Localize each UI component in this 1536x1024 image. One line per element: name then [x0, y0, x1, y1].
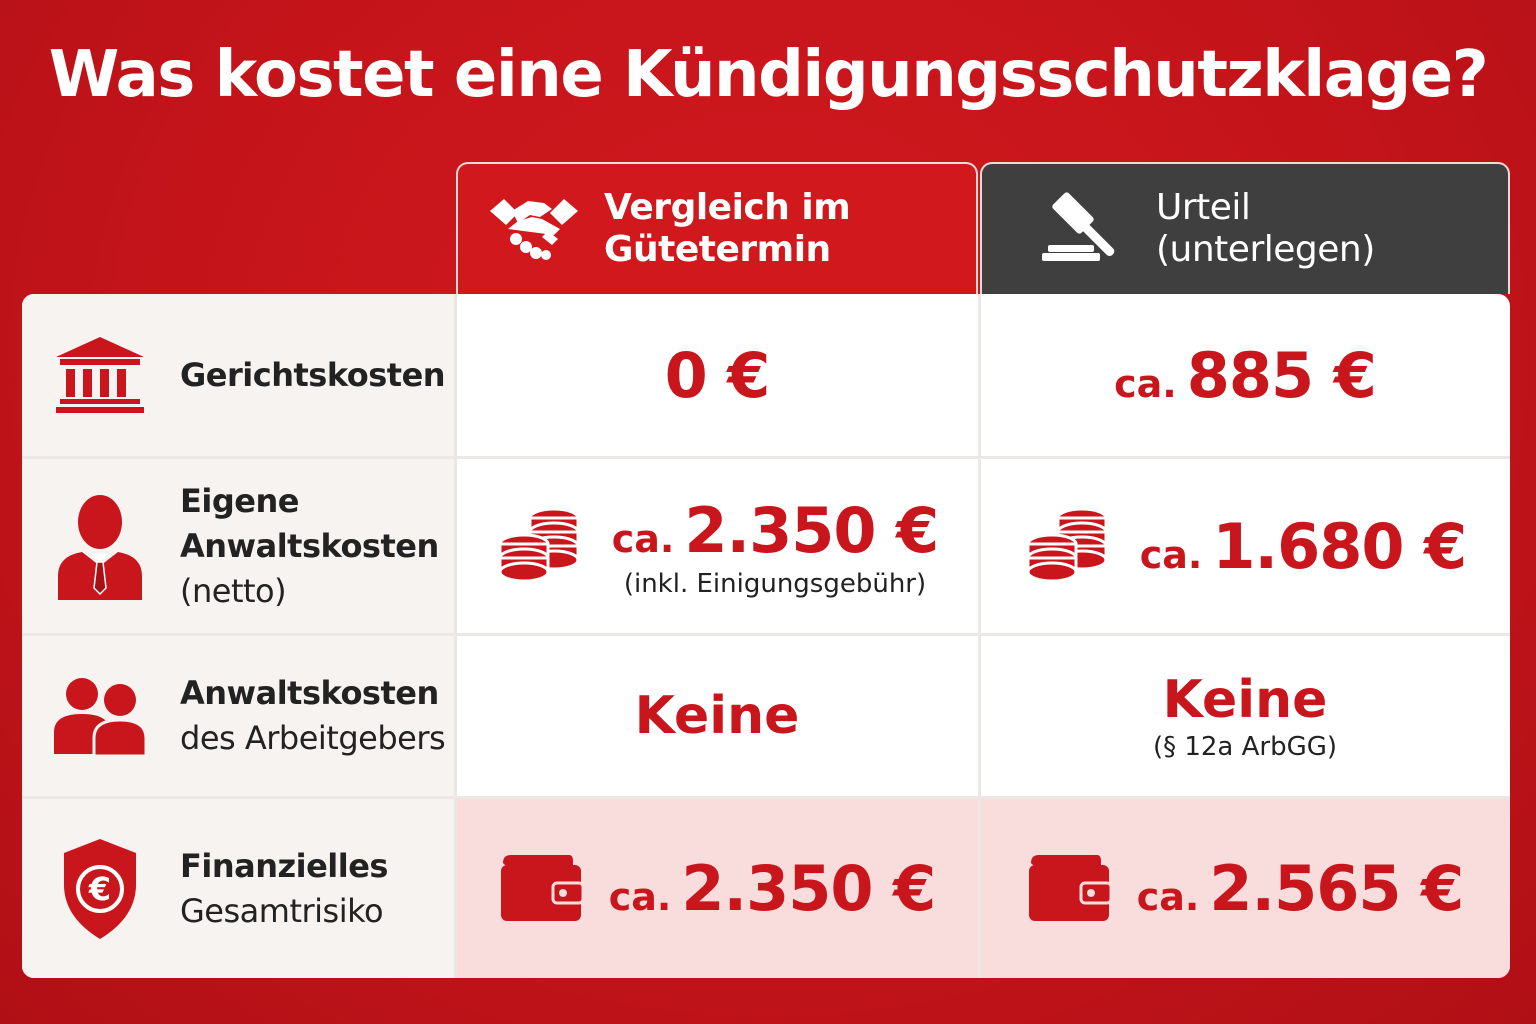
column-title-line2: Gütetermin [604, 229, 831, 270]
courthouse-icon [50, 337, 150, 413]
label-line: Eigene [180, 481, 299, 520]
cell-arbeitgeber-vergleich: Keine [456, 636, 978, 796]
row-label-text: Eigene Anwaltskosten (netto) [180, 479, 439, 614]
label-line: Anwaltskosten [180, 526, 439, 565]
people-icon [50, 676, 150, 756]
cost-value: 885 € [1186, 338, 1377, 412]
row-label-text: Anwaltskosten des Arbeitgebers [180, 671, 446, 761]
row-divider [22, 796, 1510, 799]
coins-icon [496, 504, 582, 588]
label-line: Finanzielles [180, 846, 388, 885]
column-title-vergleich: Vergleich im Gütetermin [604, 187, 851, 271]
wallet-icon [1027, 851, 1113, 927]
row-label-gerichtskosten: Gerichtskosten [22, 294, 456, 456]
cell-anwaltskosten-urteil: ca. 1.680 € [980, 459, 1510, 633]
page-title: Was kostet eine Kündigungsschutzklage? [48, 38, 1489, 112]
row-divider [22, 456, 1510, 459]
cost-table: Gerichtskosten 0 € ca. 885 € Eigene Anwa… [22, 294, 1510, 978]
cost-value: 2.350 € [681, 852, 936, 925]
row-divider [22, 633, 1510, 636]
column-header-urteil: Urteil (unterlegen) [980, 162, 1510, 294]
cost-note: (§ 12a ArbGG) [1152, 732, 1338, 762]
coins-icon [1024, 504, 1110, 588]
svg-text:€: € [88, 870, 111, 908]
column-header-vergleich: Vergleich im Gütetermin [456, 162, 978, 294]
label-line: des Arbeitgebers [180, 719, 446, 757]
handshake-icon [488, 189, 580, 269]
cost-prefix: ca. [611, 516, 675, 561]
cell-gerichtskosten-vergleich: 0 € [456, 294, 978, 456]
cost-prefix: ca. [1139, 532, 1203, 577]
cost-note: (inkl. Einigungsgebühr) [623, 568, 927, 599]
cost-value: 2.350 € [684, 493, 939, 567]
label-line: (netto) [180, 571, 287, 610]
cost-value: 2.565 € [1209, 852, 1464, 925]
row-label-gesamtrisiko: € Finanzielles Gesamtrisiko [22, 799, 456, 978]
cell-gerichtskosten-urteil: ca. 885 € [980, 294, 1510, 456]
column-divider [978, 294, 981, 978]
column-title-line1: Vergleich im [604, 187, 851, 228]
column-title-line1: Urteil [1156, 187, 1251, 228]
cell-gesamtrisiko-vergleich: ca. 2.350 € [456, 799, 978, 978]
cost-value: 0 € [664, 338, 771, 412]
cost-prefix: ca. [608, 875, 672, 919]
cost-value: Keine [634, 686, 800, 746]
column-title-line2: (unterlegen) [1156, 229, 1375, 270]
gavel-icon [1040, 189, 1132, 269]
lawyer-icon [50, 492, 150, 600]
column-divider [454, 294, 457, 978]
cost-value: 1.680 € [1212, 509, 1467, 583]
row-label-eigene-anwaltskosten: Eigene Anwaltskosten (netto) [22, 459, 456, 633]
cost-prefix: ca. [1114, 361, 1177, 406]
row-label-text: Gerichtskosten [180, 355, 446, 394]
cost-prefix: ca. [1136, 875, 1200, 919]
row-label-text: Finanzielles Gesamtrisiko [180, 844, 388, 934]
wallet-icon [499, 851, 585, 927]
cell-arbeitgeber-urteil: Keine (§ 12a ArbGG) [980, 636, 1510, 796]
cell-anwaltskosten-vergleich: ca. 2.350 € (inkl. Einigungsgebühr) [456, 459, 978, 633]
cost-value: Keine [1162, 670, 1328, 730]
column-title-urteil: Urteil (unterlegen) [1156, 187, 1375, 271]
row-label-anwaltskosten-arbeitgeber: Anwaltskosten des Arbeitgebers [22, 636, 456, 796]
label-line: Gesamtrisiko [180, 891, 384, 930]
label-line: Anwaltskosten [180, 674, 439, 712]
euro-shield-icon: € [50, 837, 150, 941]
cell-gesamtrisiko-urteil: ca. 2.565 € [980, 799, 1510, 978]
